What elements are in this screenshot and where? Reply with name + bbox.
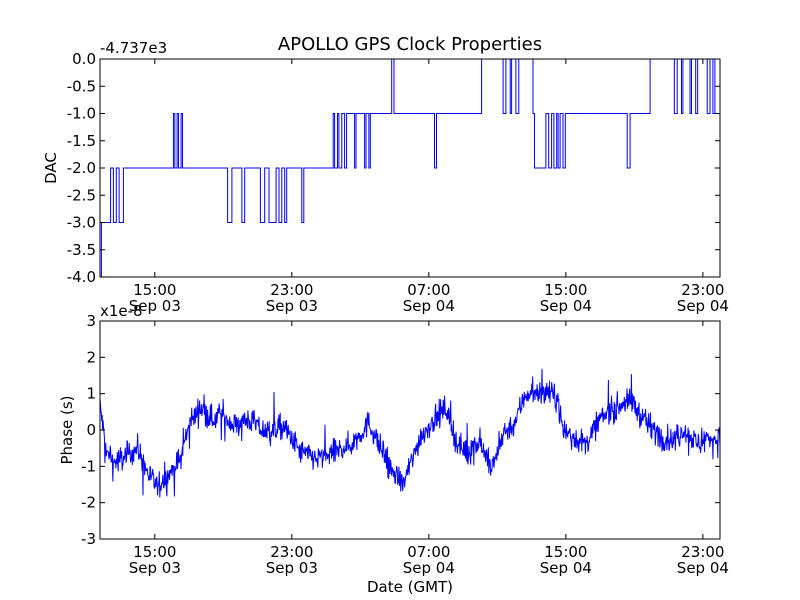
- dac-plot-area: [100, 59, 720, 277]
- y-tick-label: -2.5: [67, 186, 96, 204]
- x-tick-label-date: Sep 04: [677, 559, 729, 577]
- dac-y-axis-label: DAC: [42, 152, 60, 184]
- x-tick-label-date: Sep 03: [266, 297, 318, 315]
- x-tick-label-date: Sep 04: [677, 297, 729, 315]
- y-tick-label: -3.5: [67, 241, 96, 259]
- x-tick-label-time: 07:00: [407, 281, 450, 299]
- x-tick-label-time: 15:00: [544, 281, 587, 299]
- y-tick-label: -2.0: [67, 159, 96, 177]
- x-tick-label-time: 15:00: [133, 543, 176, 561]
- phase-y-axis-label: Phase (s): [58, 395, 76, 464]
- x-tick-label-time: 23:00: [270, 281, 313, 299]
- x-tick-label-date: Sep 03: [129, 297, 181, 315]
- y-tick-label: -2: [81, 494, 96, 512]
- x-tick-label-time: 23:00: [681, 543, 724, 561]
- y-tick-label: 2: [86, 348, 96, 366]
- x-tick-label-date: Sep 04: [540, 559, 592, 577]
- phase-x-axis-label: Date (GMT): [367, 578, 453, 596]
- x-tick-label-time: 23:00: [270, 543, 313, 561]
- x-tick-label-date: Sep 04: [540, 297, 592, 315]
- y-tick-label: 0: [86, 421, 96, 439]
- x-tick-label-date: Sep 04: [403, 559, 455, 577]
- x-tick-label-date: Sep 04: [403, 297, 455, 315]
- y-tick-label: -1.5: [67, 132, 96, 150]
- y-tick-label: -1: [81, 457, 96, 475]
- y-tick-label: -1.0: [67, 105, 96, 123]
- phase-offset-label: x1e-8: [100, 302, 143, 320]
- dac-offset-label: -4.737e3: [100, 39, 167, 57]
- x-tick-label-time: 07:00: [407, 543, 450, 561]
- x-tick-label-date: Sep 03: [266, 559, 318, 577]
- dac-y-ticks: 0.0 -0.5 -1.0 -1.5 -2.0 -2.5 -3.0 -3.5 -4.0: [67, 50, 720, 286]
- dac-panel: 0.0 -0.5 -1.0 -1.5 -2.0 -2.5 -3.0 -3.5 -4.0 15:0…: [42, 39, 729, 315]
- phase-y-ticks: 3 2 1 0 -1 -2 -3: [81, 312, 720, 548]
- y-tick-label: -3.0: [67, 214, 96, 232]
- y-tick-label: 1: [86, 385, 96, 403]
- x-tick-label-date: Sep 03: [129, 559, 181, 577]
- dac-series-line: [100, 59, 720, 277]
- y-tick-label: -3: [81, 530, 96, 548]
- y-tick-label: -4.0: [67, 268, 96, 286]
- x-tick-label-time: 15:00: [544, 543, 587, 561]
- x-tick-label-time: 23:00: [681, 281, 724, 299]
- phase-series-line: [100, 368, 720, 498]
- phase-plot-area: [100, 368, 720, 498]
- y-tick-label: 3: [86, 312, 96, 330]
- y-tick-label: 0.0: [72, 50, 96, 68]
- x-tick-label-time: 15:00: [133, 281, 176, 299]
- figure-title: APOLLO GPS Clock Properties: [278, 34, 542, 55]
- y-tick-label: -0.5: [67, 77, 96, 95]
